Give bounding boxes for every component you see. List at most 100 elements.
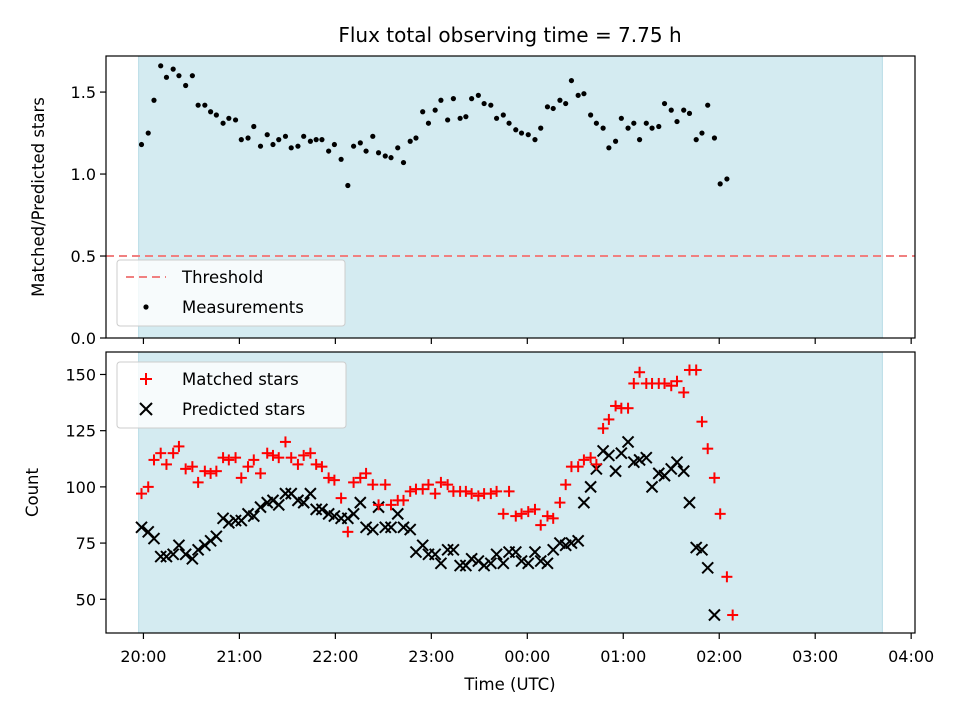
predicted-star-point (154, 550, 167, 563)
matched-star-point (279, 436, 291, 448)
matched-star-point (572, 461, 584, 473)
predicted-star-point (615, 446, 628, 460)
measurement-point (674, 118, 680, 125)
matched-star-point (328, 474, 340, 486)
matched-star-point (354, 472, 366, 484)
matched-star-point (186, 461, 198, 473)
measurement-point (363, 148, 369, 154)
measurement-point (656, 123, 662, 130)
legend-predicted-swatch (139, 402, 153, 416)
measurement-point (400, 159, 407, 166)
matched-star-point (385, 499, 397, 511)
measurement-point (575, 92, 581, 98)
legend-predicted-label: Predicted stars (182, 400, 305, 419)
predicted-star-point (160, 550, 173, 563)
measurement-point (226, 115, 232, 121)
predicted-star-point (708, 608, 721, 622)
matched-star-point (659, 377, 671, 389)
measurement-point (357, 140, 363, 146)
predicted-star-point (695, 543, 709, 557)
measurement-point (220, 120, 226, 126)
matched-star-point (142, 481, 154, 493)
measurement-point (661, 100, 668, 107)
measurement-point (681, 107, 687, 113)
measurement-point (532, 137, 538, 143)
matched-star-point (298, 449, 310, 461)
matched-star-point (628, 377, 640, 389)
y-tick-label: 50 (76, 590, 96, 609)
ratio-y-axis-label: Matched/Predicted stars (29, 97, 48, 297)
matched-star-point (148, 454, 160, 466)
measurement-point (500, 112, 506, 118)
matched-star-point (442, 479, 454, 491)
measurement-point (563, 100, 569, 107)
measurement-point (276, 137, 282, 143)
measurement-point (550, 105, 556, 112)
measurement-point (170, 66, 176, 72)
predicted-star-point (465, 552, 478, 566)
matched-star-point (235, 472, 247, 484)
predicted-star-point (677, 464, 690, 478)
predicted-star-point (179, 548, 192, 561)
predicted-star-point (515, 554, 528, 568)
measurement-point (606, 145, 612, 151)
predicted-star-point (347, 507, 360, 521)
measurement-point (288, 145, 294, 151)
measurement-point (588, 112, 594, 118)
legend-measurements-label: Measurements (182, 298, 304, 317)
matched-star-point (435, 476, 447, 488)
matched-star-point (597, 422, 609, 434)
predicted-star-point (147, 532, 161, 545)
predicted-star-point (701, 561, 714, 575)
matched-star-point (708, 472, 720, 484)
measurement-point (705, 102, 711, 108)
predicted-star-point (453, 559, 467, 572)
matched-star-point (205, 467, 217, 479)
matched-star-point (622, 402, 634, 414)
measurement-point (176, 73, 182, 79)
measurement-point (307, 138, 314, 144)
predicted-star-point (434, 557, 448, 570)
matched-star-point (516, 508, 528, 520)
measurement-point (264, 132, 270, 138)
measurement-point (282, 133, 289, 139)
measurement-point (331, 141, 338, 148)
predicted-star-point (477, 559, 491, 572)
measurement-point (382, 153, 388, 159)
measurement-point (600, 125, 606, 131)
matched-star-point (678, 386, 690, 398)
x-tick-label: 00:00 (504, 647, 550, 666)
matched-star-point (578, 454, 590, 466)
matched-star-point (702, 443, 714, 455)
count-legend-box (116, 361, 347, 429)
measurement-point (625, 125, 631, 131)
matched-star-point (348, 476, 360, 488)
predicted-star-point (571, 534, 585, 548)
matched-star-point (541, 510, 553, 522)
matched-star-point (285, 452, 297, 464)
predicted-star-point (441, 543, 454, 557)
matched-star-point (522, 506, 534, 518)
matched-star-point (192, 476, 204, 488)
matched-star-point (230, 452, 242, 464)
predicted-star-point (315, 503, 329, 516)
measurement-point (506, 120, 512, 126)
predicted-star-point (683, 496, 696, 509)
matched-star-point (199, 465, 211, 477)
matched-star-point (696, 416, 708, 428)
predicted-star-point (384, 521, 398, 534)
matched-star-point (223, 454, 235, 466)
predicted-star-point (490, 548, 503, 561)
predicted-star-point (528, 545, 542, 559)
predicted-star-point (309, 503, 323, 516)
matched-star-point (136, 488, 148, 500)
matched-star-point (727, 609, 739, 621)
measurement-point (326, 148, 332, 154)
measurement-point (232, 117, 239, 123)
measurement-point (208, 109, 214, 115)
predicted-star-point (640, 451, 653, 464)
measurement-point (525, 132, 531, 138)
predicted-stars-points (135, 435, 721, 622)
predicted-star-point (534, 554, 547, 568)
measurement-point (425, 120, 432, 126)
